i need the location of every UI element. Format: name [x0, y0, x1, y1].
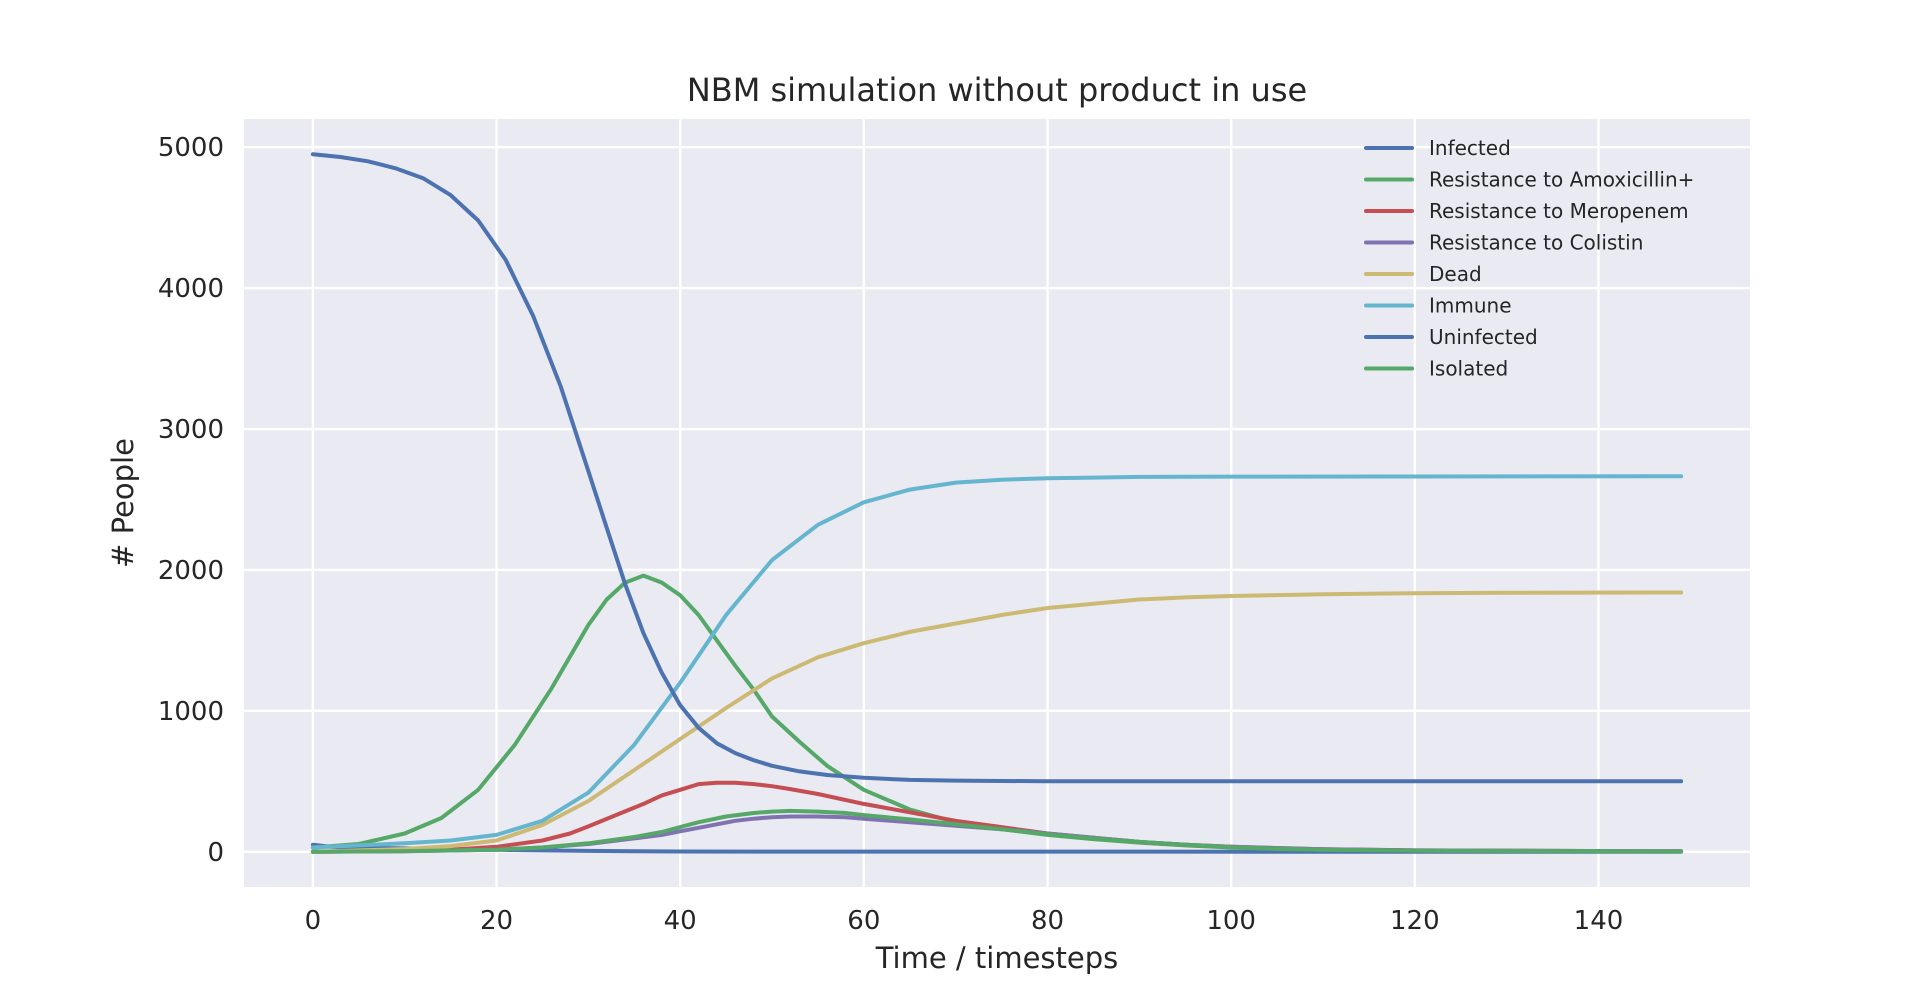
legend-label-isolated: Isolated	[1429, 357, 1508, 381]
legend-label-resistance-to-meropenem: Resistance to Meropenem	[1429, 199, 1689, 223]
x-tick-label: 100	[1206, 906, 1256, 936]
series-line-isolated	[310, 808, 1684, 854]
y-tick-label: 0	[207, 838, 224, 868]
y-tick-label: 2000	[158, 556, 224, 586]
legend-label-infected: Infected	[1429, 136, 1511, 160]
y-tick-label: 3000	[158, 415, 224, 445]
x-tick-label: 80	[1031, 906, 1064, 936]
legend: Infected Resistance to Amoxicillin+ Resist…	[1364, 136, 1694, 381]
x-tick-label: 20	[480, 906, 513, 936]
series-layer	[310, 152, 1684, 854]
legend-label-immune: Immune	[1429, 294, 1512, 318]
chart-title: NBM simulation without product in use	[687, 71, 1307, 109]
x-tick-labels: 0 20 40 60 80 100 120 140	[305, 906, 1624, 936]
y-tick-label: 4000	[158, 274, 224, 304]
x-tick-label: 60	[847, 906, 880, 936]
x-tick-label: 40	[664, 906, 697, 936]
series-line-immune	[310, 474, 1684, 850]
y-tick-label: 1000	[158, 697, 224, 727]
y-tick-label: 5000	[158, 133, 224, 163]
series-line-uninfected	[310, 152, 1684, 784]
y-axis-label: # People	[106, 438, 140, 568]
x-tick-label: 0	[305, 906, 322, 936]
x-tick-label: 120	[1390, 906, 1440, 936]
y-tick-labels: 0 1000 2000 3000 4000 5000	[158, 133, 224, 868]
series-line-dead	[310, 590, 1684, 854]
x-axis-label: Time / timesteps	[875, 941, 1119, 975]
x-tick-label: 140	[1574, 906, 1624, 936]
legend-label-uninfected: Uninfected	[1429, 325, 1538, 349]
legend-label-resistance-to-amoxicillin: Resistance to Amoxicillin+	[1429, 168, 1694, 192]
legend-label-resistance-to-colistin: Resistance to Colistin	[1429, 231, 1643, 255]
legend-label-dead: Dead	[1429, 262, 1482, 286]
